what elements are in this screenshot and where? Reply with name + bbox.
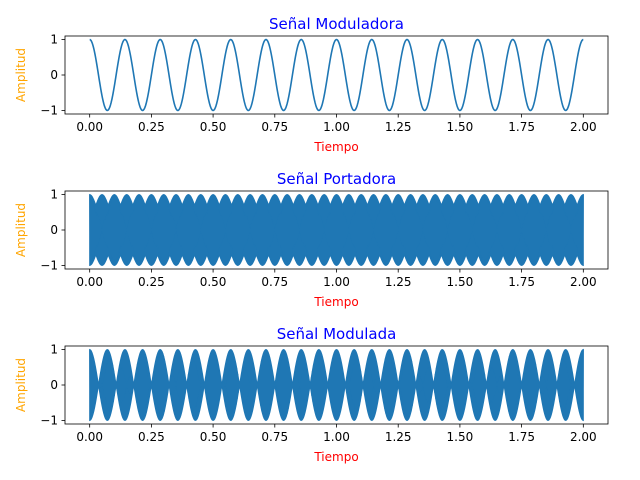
y-tick-label: −1 [40, 258, 58, 272]
x-tick-label: 1.50 [447, 275, 474, 289]
y-tick-label: 0 [50, 68, 58, 82]
x-tick-label: 0.75 [261, 430, 288, 444]
x-tick-label: 1.25 [385, 430, 412, 444]
series-line [89, 38, 584, 112]
subplot-modulada: Señal Modulada 0.00 0.25 0.50 0.75 1.00 1.25 1… [14, 325, 609, 464]
subplot-moduladora: Señal Moduladora 0.00 0.25 0.50 0.75 1.00 1.2… [14, 15, 609, 154]
x-tick-label: 0.00 [76, 120, 103, 134]
y-tick-label: 1 [50, 33, 58, 47]
x-tick-label: 1.75 [508, 275, 535, 289]
x-tick-label: 0.25 [138, 430, 165, 444]
x-axis-ticks: 0.00 0.25 0.50 0.75 1.00 1.25 1.50 1.75 2.00 [76, 114, 597, 134]
y-tick-label: 1 [50, 188, 58, 202]
x-tick-label: 2.00 [570, 275, 597, 289]
x-tick-label: 2.00 [570, 120, 597, 134]
y-tick-label: −1 [40, 413, 58, 427]
x-tick-label: 1.75 [508, 120, 535, 134]
x-tick-label: 1.50 [447, 120, 474, 134]
x-tick-label: 0.25 [138, 275, 165, 289]
x-axis-label: Tiempo [313, 295, 358, 309]
x-axis-ticks: 0.00 0.25 0.50 0.75 1.00 1.25 1.50 1.75 2.00 [76, 269, 597, 289]
x-tick-label: 1.25 [385, 275, 412, 289]
y-tick-label: 1 [50, 343, 58, 357]
x-tick-label: 1.00 [323, 275, 350, 289]
x-tick-label: 1.50 [447, 430, 474, 444]
y-axis-label: Amplitud [14, 358, 28, 412]
x-tick-label: 2.00 [570, 430, 597, 444]
x-tick-label: 0.50 [200, 120, 227, 134]
plot-area [89, 38, 584, 112]
series-line [89, 349, 584, 421]
y-tick-label: 0 [50, 223, 58, 237]
series-line [89, 194, 584, 266]
subplot-title: Señal Portadora [277, 170, 396, 188]
y-axis-ticks: 1 0 −1 [40, 33, 65, 117]
y-axis-label: Amplitud [14, 48, 28, 102]
plot-area [89, 193, 584, 267]
subplot-portadora: Señal Portadora 0.00 0.25 0.50 0.75 1.00 1.25… [14, 170, 609, 309]
x-tick-label: 0.25 [138, 120, 165, 134]
x-tick-label: 0.00 [76, 430, 103, 444]
x-tick-label: 1.75 [508, 430, 535, 444]
subplot-title: Señal Moduladora [269, 15, 404, 33]
x-axis-label: Tiempo [313, 140, 358, 154]
x-tick-label: 0.75 [261, 275, 288, 289]
x-tick-label: 0.50 [200, 275, 227, 289]
subplot-title: Señal Modulada [277, 325, 397, 343]
x-tick-label: 0.50 [200, 430, 227, 444]
x-tick-label: 0.75 [261, 120, 288, 134]
y-axis-ticks: 1 0 −1 [40, 343, 65, 427]
x-tick-label: 0.00 [76, 275, 103, 289]
x-tick-label: 1.00 [323, 120, 350, 134]
y-tick-label: 0 [50, 378, 58, 392]
x-tick-label: 1.00 [323, 430, 350, 444]
y-tick-label: −1 [40, 103, 58, 117]
y-axis-ticks: 1 0 −1 [40, 188, 65, 272]
x-tick-label: 1.25 [385, 120, 412, 134]
y-axis-label: Amplitud [14, 203, 28, 257]
plot-area [89, 348, 584, 422]
x-axis-label: Tiempo [313, 450, 358, 464]
x-axis-ticks: 0.00 0.25 0.50 0.75 1.00 1.25 1.50 1.75 2.00 [76, 424, 597, 444]
